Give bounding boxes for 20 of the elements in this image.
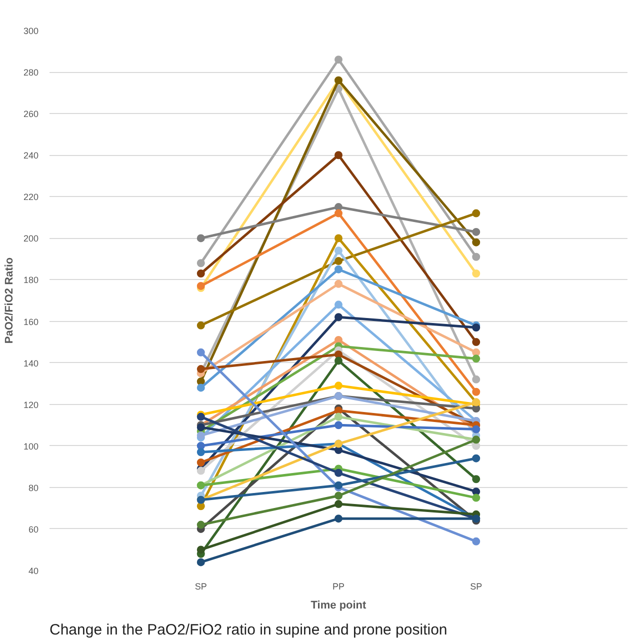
- y-tick-label: 160: [23, 316, 39, 327]
- y-tick-label: 300: [23, 26, 39, 36]
- y-tick-label: 80: [28, 482, 39, 493]
- x-tick-label: PP: [332, 582, 345, 592]
- text: Change in the PaO2/FiO2 ratio in supine and prone position: [50, 622, 448, 638]
- y-tick-label: 240: [23, 150, 39, 161]
- y-tick-label: 200: [23, 234, 39, 244]
- x-tick-label: SP: [470, 582, 482, 592]
- y-tick-label: 100: [23, 441, 39, 452]
- y-tick-label: 40: [28, 566, 39, 576]
- x-axis-title: Time point: [310, 600, 367, 612]
- y-tick-label: 220: [23, 192, 39, 202]
- x-tick-label: SP: [194, 582, 207, 592]
- y-tick-label: 120: [23, 400, 39, 410]
- y-tick-label: 260: [23, 109, 39, 120]
- y-axis-title: PaO2/FiO2 Ratio: [3, 257, 16, 344]
- y-tick-label: 140: [23, 358, 39, 368]
- y-tick-label: 60: [28, 524, 39, 534]
- y-tick-label: 280: [23, 68, 39, 78]
- y-tick-label: 180: [23, 275, 39, 286]
